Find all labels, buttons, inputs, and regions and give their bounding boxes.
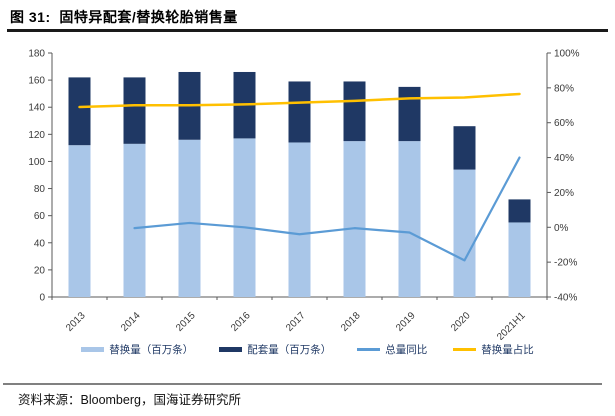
right-axis-tick-label: -20% <box>554 258 577 269</box>
legend-item-total-yoy: 总量同比 <box>357 342 427 357</box>
left-axis-tick-label: 40 <box>34 238 46 249</box>
bar-replacement-volume-2017 <box>288 142 311 297</box>
line-replacement-share <box>78 92 521 109</box>
bar-replacement-volume-2013 <box>68 145 91 297</box>
bar-oe-volume-2019 <box>398 86 421 142</box>
bars-replacement-volume <box>68 138 531 297</box>
bar-replacement-volume-2020 <box>453 169 476 297</box>
bar-replacement-volume-2014 <box>123 143 146 297</box>
legend-label-total-yoy: 总量同比 <box>385 344 428 356</box>
x-label-2020: 2020 <box>449 310 473 334</box>
legend-bar-swatch-oe-volume <box>219 347 243 352</box>
title-divider <box>7 29 608 32</box>
right-axis-tick-label: 20% <box>554 188 574 199</box>
legend-item-oe-volume: 配套量（百万条） <box>219 342 331 357</box>
bar-oe-volume-2013 <box>68 77 91 146</box>
legend-bar-swatch-replacement-volume <box>81 347 105 352</box>
left-axis-tick-label: 120 <box>28 130 45 141</box>
legend-label-replacement-volume: 替换量（百万条） <box>109 344 194 356</box>
right-axis-tick-label: 80% <box>554 83 574 94</box>
source-divider <box>3 383 602 385</box>
bar-oe-volume-2018 <box>343 81 366 142</box>
legend-label-replacement-share: 替换量占比 <box>481 344 534 356</box>
legend-label-oe-volume: 配套量（百万条） <box>247 344 332 356</box>
left-axis-tick-label: 80 <box>34 184 46 195</box>
x-label-2015: 2015 <box>174 310 198 334</box>
chart-svg: 0 20 40 60 80 100 120 140 160 180 -40% -20% 0% 20% 40%… <box>28 49 580 341</box>
left-axis-tick-label: 180 <box>28 49 45 60</box>
bar-replacement-volume-2021H1 <box>508 222 531 297</box>
right-axis-tick-label: -40% <box>554 293 577 304</box>
left-axis-tick-label: 60 <box>34 211 46 222</box>
x-label-2019: 2019 <box>394 310 418 334</box>
left-axis-tick-label: 20 <box>34 265 46 276</box>
right-axis-tick-label: 100% <box>554 49 580 60</box>
source-note: 资料来源：Bloomberg，国海证券研究所 <box>18 393 241 407</box>
bar-replacement-volume-2016 <box>233 138 256 297</box>
bar-oe-volume-2021H1 <box>508 199 531 223</box>
figure-title: 图 31: 固特异配套/替换轮胎销售量 <box>10 9 238 25</box>
legend-line-swatch-replacement-share <box>453 348 477 351</box>
right-axis-tick-label: 60% <box>554 118 574 129</box>
bar-replacement-volume-2018 <box>343 141 366 297</box>
legend-item-replacement-volume: 替换量（百万条） <box>81 342 193 357</box>
left-axis-tick-label: 0 <box>39 293 45 304</box>
left-axis-tick-label: 140 <box>28 103 45 114</box>
bar-oe-volume-2014 <box>123 77 146 144</box>
right-axis-tick-label: 0% <box>554 223 569 234</box>
right-axis-tick-label: 40% <box>554 153 574 164</box>
chart-legend: 替换量（百万条） 配套量（百万条） 总量同比 替换量占比 <box>0 342 615 357</box>
legend-line-swatch-total-yoy <box>357 348 381 351</box>
line-total-yoy <box>133 156 521 262</box>
x-label-2018: 2018 <box>339 310 363 334</box>
legend-item-replacement-share: 替换量占比 <box>453 342 534 357</box>
x-axis-labels: 2013 2014 2015 2016 2017 2018 2019 2020 2021H1 <box>64 310 528 340</box>
x-label-2013: 2013 <box>64 310 88 334</box>
bar-replacement-volume-2019 <box>398 141 421 297</box>
bar-oe-volume-2017 <box>288 81 311 143</box>
x-label-2016: 2016 <box>229 310 253 334</box>
left-axis-tick-label: 160 <box>28 76 45 87</box>
left-axis-tick-label: 100 <box>28 157 45 168</box>
bar-oe-volume-2020 <box>453 126 476 170</box>
bar-replacement-volume-2015 <box>178 139 201 297</box>
left-axis-ticks: 0 20 40 60 80 100 120 140 160 180 <box>28 49 52 304</box>
x-label-2014: 2014 <box>119 310 143 334</box>
right-axis-ticks: -40% -20% 0% 20% 40% 60% 80% 100% <box>547 49 580 304</box>
x-label-2017: 2017 <box>284 310 308 334</box>
x-label-2021H1: 2021H1 <box>495 310 528 340</box>
